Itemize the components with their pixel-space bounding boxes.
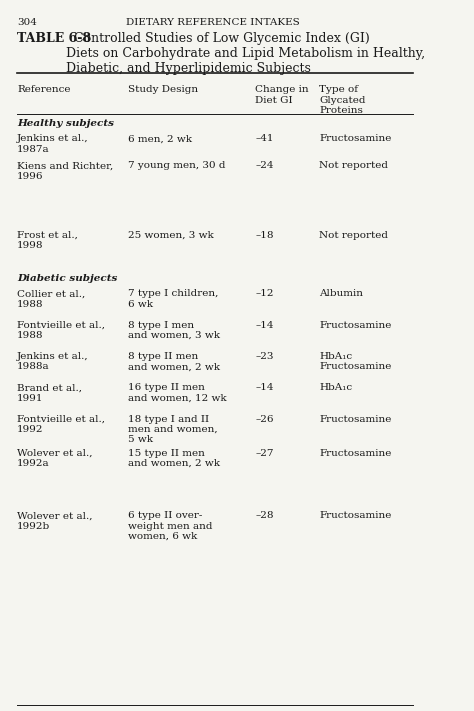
Text: HbA₁c: HbA₁c [319, 383, 352, 392]
Text: DIETARY REFERENCE INTAKES: DIETARY REFERENCE INTAKES [126, 18, 300, 27]
Text: Frost et al.,
1998: Frost et al., 1998 [17, 231, 78, 250]
Text: –28: –28 [255, 511, 274, 520]
Text: 6 men, 2 wk: 6 men, 2 wk [128, 134, 191, 144]
Text: 7 young men, 30 d: 7 young men, 30 d [128, 161, 225, 171]
Text: Diabetic subjects: Diabetic subjects [17, 274, 118, 283]
Text: Jenkins et al.,
1987a: Jenkins et al., 1987a [17, 134, 89, 154]
Text: Kiens and Richter,
1996: Kiens and Richter, 1996 [17, 161, 113, 181]
Text: 6 type II over-
weight men and
women, 6 wk: 6 type II over- weight men and women, 6 … [128, 511, 212, 541]
Text: HbA₁c
Fructosamine: HbA₁c Fructosamine [319, 352, 392, 371]
Text: –12: –12 [255, 289, 274, 299]
Text: 25 women, 3 wk: 25 women, 3 wk [128, 231, 213, 240]
Text: TABLE 6-8: TABLE 6-8 [17, 32, 91, 45]
Text: Reference: Reference [17, 85, 71, 95]
Text: 15 type II men
and women, 2 wk: 15 type II men and women, 2 wk [128, 449, 219, 468]
Text: Healthy subjects: Healthy subjects [17, 119, 114, 128]
Text: Fontvieille et al.,
1988: Fontvieille et al., 1988 [17, 321, 105, 340]
Text: –18: –18 [255, 231, 274, 240]
Text: Fontvieille et al.,
1992: Fontvieille et al., 1992 [17, 415, 105, 434]
Text: 7 type I children,
6 wk: 7 type I children, 6 wk [128, 289, 218, 309]
Text: –24: –24 [255, 161, 274, 171]
Text: Type of
Glycated
Proteins: Type of Glycated Proteins [319, 85, 366, 115]
Text: 8 type II men
and women, 2 wk: 8 type II men and women, 2 wk [128, 352, 219, 371]
Text: Jenkins et al.,
1988a: Jenkins et al., 1988a [17, 352, 89, 371]
Text: Fructosamine: Fructosamine [319, 321, 392, 330]
Text: 304: 304 [17, 18, 37, 27]
Text: Fructosamine: Fructosamine [319, 415, 392, 424]
Text: Change in
Diet GI: Change in Diet GI [255, 85, 309, 105]
Text: Wolever et al.,
1992b: Wolever et al., 1992b [17, 511, 92, 530]
Text: Not reported: Not reported [319, 231, 388, 240]
Text: Fructosamine: Fructosamine [319, 511, 392, 520]
Text: –14: –14 [255, 321, 274, 330]
Text: Study Design: Study Design [128, 85, 198, 95]
Text: Brand et al.,
1991: Brand et al., 1991 [17, 383, 82, 402]
Text: Wolever et al.,
1992a: Wolever et al., 1992a [17, 449, 92, 468]
Text: –26: –26 [255, 415, 274, 424]
Text: Collier et al.,
1988: Collier et al., 1988 [17, 289, 85, 309]
Text: –23: –23 [255, 352, 274, 361]
Text: Fructosamine: Fructosamine [319, 134, 392, 144]
Text: Not reported: Not reported [319, 161, 388, 171]
Text: 8 type I men
and women, 3 wk: 8 type I men and women, 3 wk [128, 321, 219, 340]
Text: 16 type II men
and women, 12 wk: 16 type II men and women, 12 wk [128, 383, 226, 402]
Text: Albumin: Albumin [319, 289, 363, 299]
Text: Controlled Studies of Low Glycemic Index (GI)
Diets on Carbohydrate and Lipid Me: Controlled Studies of Low Glycemic Index… [65, 32, 425, 75]
Text: 18 type I and II
men and women,
5 wk: 18 type I and II men and women, 5 wk [128, 415, 217, 444]
Text: –14: –14 [255, 383, 274, 392]
Text: Fructosamine: Fructosamine [319, 449, 392, 458]
Text: –27: –27 [255, 449, 274, 458]
Text: –41: –41 [255, 134, 274, 144]
